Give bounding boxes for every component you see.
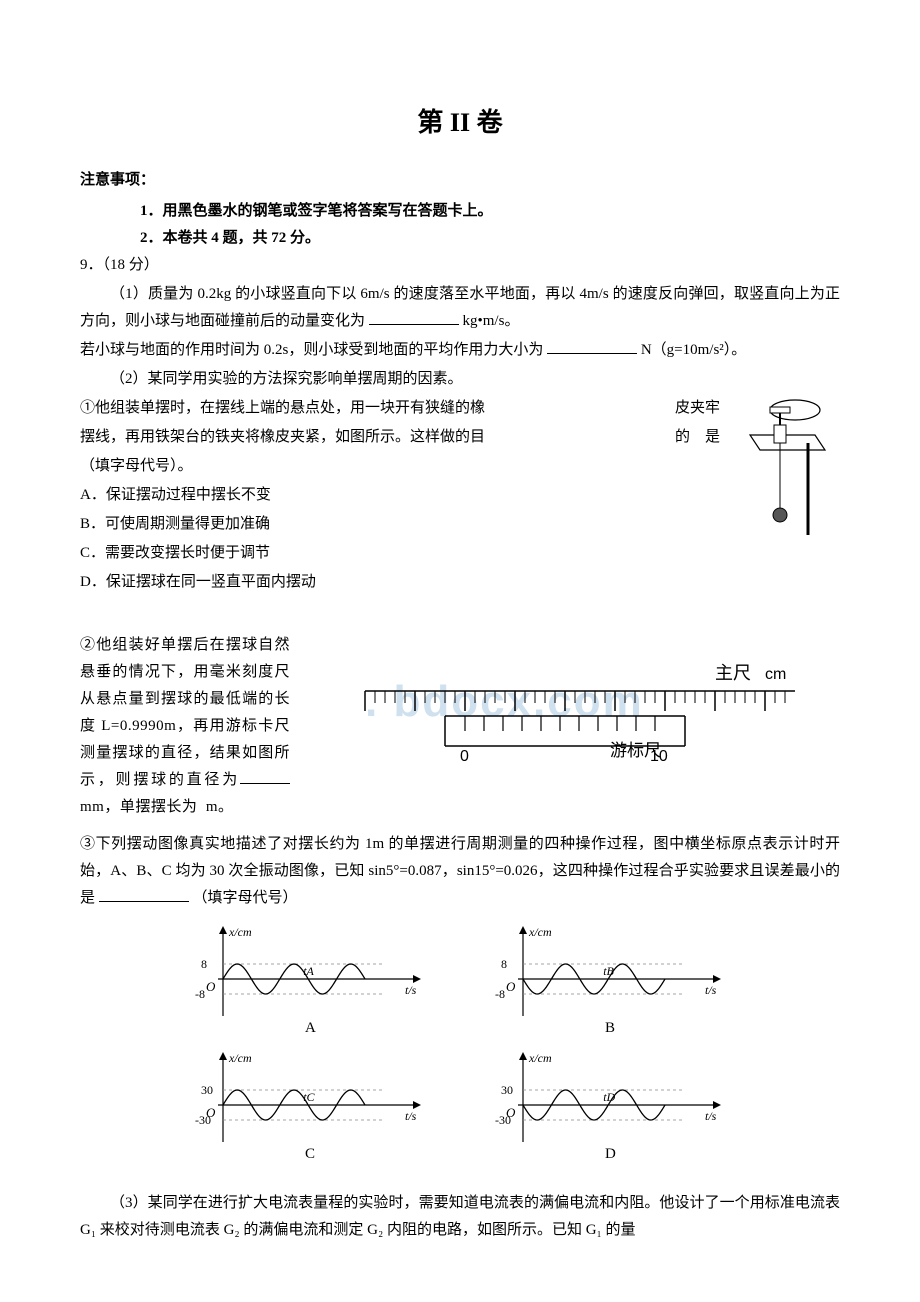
vernier-zero: 0	[460, 748, 469, 765]
svg-text:x/cm: x/cm	[228, 1051, 252, 1065]
chart-d: x/cmt/s30O-30tDD	[485, 1050, 735, 1170]
q9-p2-2-text: ②他组装好单摆后在摆球自然悬垂的情况下，用毫米刻度尺从悬点量到摆球的最低端的长度…	[80, 632, 290, 821]
option-c: C．需要改变摆长时便于调节	[80, 540, 840, 567]
blank-diameter	[240, 769, 290, 784]
q9-p2-1a: ①他组装单摆时，在摆线上端的悬点处，用一块开有狭缝的橡	[80, 400, 485, 416]
svg-text:tC: tC	[303, 1090, 315, 1104]
svg-text:t/s: t/s	[405, 983, 417, 997]
chart-c: x/cmt/s30O-30tCC	[185, 1050, 435, 1170]
q9-p1-cont: 若小球与地面的作用时间为 0.2s，则小球受到地面的平均作用力大小为 N（g=1…	[80, 337, 840, 364]
option-b: B．可使周期测量得更加准确	[80, 511, 840, 538]
notice-label: 注意事项：	[80, 167, 840, 194]
svg-text:x/cm: x/cm	[528, 1051, 552, 1065]
q9-p2-2c: m。	[206, 799, 234, 815]
option-d: D．保证摆球在同一竖直平面内摆动	[80, 569, 840, 596]
q9-p2-3: ③下列摆动图像真实地描述了对摆长约为 1m 的单摆进行周期测量的四种操作过程，图…	[80, 831, 840, 912]
main-scale-label: 主尺	[715, 663, 751, 683]
option-a: A．保证摆动过程中摆长不变	[80, 482, 840, 509]
svg-text:8: 8	[201, 957, 207, 971]
q9-p3: （3）某同学在进行扩大电流表量程的实验时，需要知道电流表的满偏电流和内阻。他设计…	[80, 1190, 840, 1244]
svg-text:x/cm: x/cm	[528, 925, 552, 939]
q9-p2-2-block: ②他组装好单摆后在摆球自然悬垂的情况下，用毫米刻度尺从悬点量到摆球的最低端的长度…	[80, 632, 840, 821]
svg-text:30: 30	[201, 1083, 213, 1097]
q9-p1-text-c: 若小球与地面的作用时间为 0.2s，则小球受到地面的平均作用力大小为	[80, 342, 543, 358]
q9-p2-3b: （填字母代号）	[193, 890, 298, 906]
notice-line-2: 2．本卷共 4 题，共 72 分。	[140, 225, 840, 252]
unit-label: cm	[765, 666, 786, 683]
svg-text:-8: -8	[495, 987, 505, 1001]
svg-text:x/cm: x/cm	[228, 925, 252, 939]
section-title: 第 II 卷	[80, 100, 840, 147]
svg-text:30: 30	[501, 1083, 513, 1097]
svg-text:tA: tA	[303, 964, 314, 978]
pendulum-figure	[730, 395, 840, 545]
q9-p2-1: ①他组装单摆时，在摆线上端的悬点处，用一块开有狭缝的橡 皮夹牢	[80, 395, 720, 422]
chart-a: x/cm t/s 8 O-8 tA A	[185, 924, 435, 1044]
q9-p2-intro: （2）某同学用实验的方法探究影响单摆周期的因素。	[80, 366, 840, 393]
svg-text:t/s: t/s	[405, 1109, 417, 1123]
svg-text:-30: -30	[195, 1113, 211, 1127]
vernier-figure: . bdocx.com 主尺 cm 0 游标尺 10	[310, 632, 840, 821]
q9-p2-1e: （填字母代号）。	[80, 453, 840, 480]
svg-text:O: O	[206, 979, 216, 994]
watermark-text: . bdocx.com	[365, 677, 644, 726]
q9-p1-text-b: kg•m/s。	[463, 313, 520, 329]
svg-text:-30: -30	[495, 1113, 511, 1127]
svg-text:C: C	[305, 1146, 315, 1160]
q9-p2-2b: mm，单摆摆长为	[80, 799, 197, 815]
q9-p2-2a: ②他组装好单摆后在摆球自然悬垂的情况下，用毫米刻度尺从悬点量到摆球的最低端的长度…	[80, 637, 290, 788]
svg-text:tB: tB	[603, 964, 614, 978]
blank-momentum	[369, 310, 459, 325]
q9-p2-1b: 皮夹牢	[675, 395, 720, 422]
svg-text:tD: tD	[603, 1090, 615, 1104]
svg-text:D: D	[605, 1146, 616, 1160]
q9-p2-1-line2: 摆线，再用铁架台的铁夹将橡皮夹紧，如图所示。这样做的目 的 是	[80, 424, 720, 451]
q9-p2-1c: 摆线，再用铁架台的铁夹将橡皮夹紧，如图所示。这样做的目	[80, 429, 485, 445]
q9-header: 9．（18 分）	[80, 252, 840, 279]
q9-p2-1d: 的 是	[675, 424, 720, 451]
svg-text:t/s: t/s	[705, 983, 717, 997]
svg-text:t/s: t/s	[705, 1109, 717, 1123]
svg-text:-8: -8	[195, 987, 205, 1001]
svg-text:A: A	[305, 1020, 316, 1034]
vernier-ten: 10	[650, 748, 668, 765]
svg-text:8: 8	[501, 957, 507, 971]
q9-p1-text-d: N（g=10m/s²）。	[641, 342, 746, 358]
q9-p1-text-a: （1）质量为 0.2kg 的小球竖直向下以 6m/s 的速度落至水平地面，再以 …	[80, 286, 840, 329]
q9-p1: （1）质量为 0.2kg 的小球竖直向下以 6m/s 的速度落至水平地面，再以 …	[80, 281, 840, 335]
blank-force	[547, 339, 637, 354]
svg-text:O: O	[506, 979, 516, 994]
chart-b: x/cm t/s 8 O-8 tB B	[485, 924, 735, 1044]
notice-line-1: 1．用黑色墨水的钢笔或签字笔将答案写在答题卡上。	[140, 198, 840, 225]
charts-grid: x/cmt/s8O-8tAA x/cmt/s8O-8tBB x/cmt/s30O…	[80, 924, 840, 1176]
options-list: A．保证摆动过程中摆长不变 B．可使周期测量得更加准确 C．需要改变摆长时便于调…	[80, 482, 840, 596]
blank-choice	[99, 887, 189, 902]
svg-text:B: B	[605, 1020, 615, 1034]
